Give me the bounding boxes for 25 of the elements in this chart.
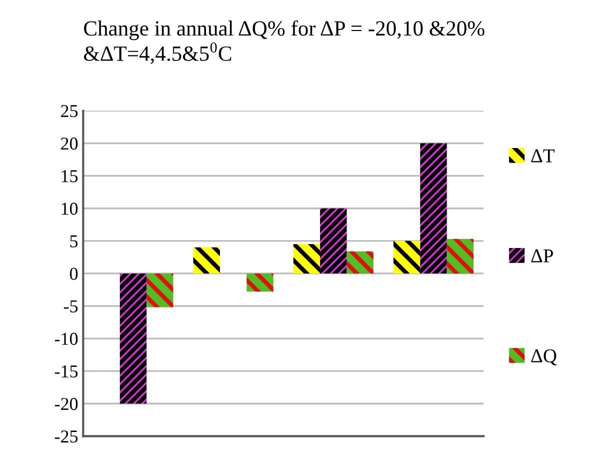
legend-label: ΔP: [531, 249, 553, 262]
y-tick-label: -25: [54, 430, 78, 443]
y-tick-label: 0: [70, 268, 78, 280]
y-tick-label: 5: [70, 235, 78, 248]
bar: [393, 240, 420, 274]
bar: [293, 244, 320, 274]
y-tick-label: -10: [54, 332, 78, 345]
bar: [146, 273, 174, 308]
chart-title: Change in annual ΔQ% for ΔP = -20,10 &20% &ΔT=4,4.5&5$^{0}$C: [84, 20, 484, 64]
y-tick-label: 20: [61, 138, 78, 150]
y-tick-label: 25: [61, 105, 78, 118]
bar: [193, 247, 220, 274]
legend-label: ΔQ: [531, 349, 557, 366]
bar: [446, 238, 474, 274]
legend-label: ΔT: [531, 149, 555, 162]
bar: [346, 251, 374, 274]
bar: [246, 273, 274, 292]
y-tick-label: -5: [64, 300, 78, 312]
y-tick-label: 15: [62, 170, 78, 182]
y-tick-label: 10: [62, 202, 78, 215]
y-tick-label: -20: [54, 398, 78, 410]
y-tick-label: -15: [54, 365, 78, 378]
bar: [420, 143, 447, 274]
bar: [120, 273, 147, 404]
bar: [320, 208, 347, 274]
